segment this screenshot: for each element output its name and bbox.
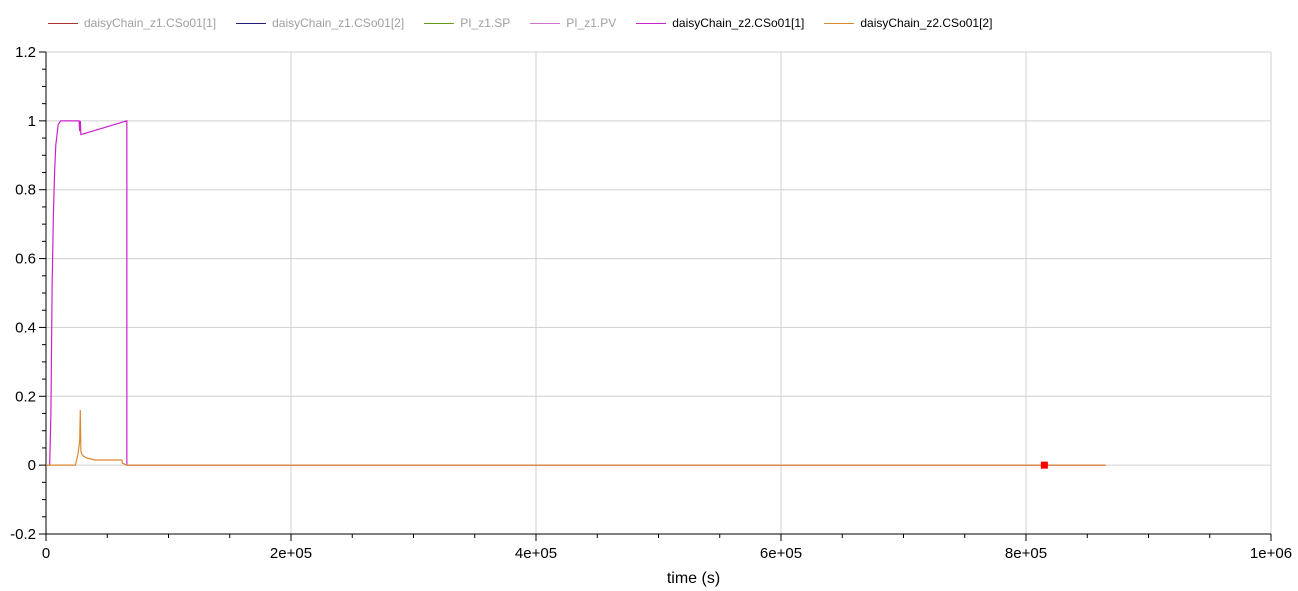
- legend-item-2[interactable]: PI_z1.SP: [424, 14, 510, 32]
- legend-item-5[interactable]: daisyChain_z2.CSo01[2]: [824, 14, 992, 32]
- y-tick-label: 0.4: [15, 319, 36, 336]
- x-tick-label: 1e+06: [1250, 545, 1292, 562]
- legend-label: daisyChain_z1.CSo01[2]: [272, 16, 405, 30]
- data-marker[interactable]: [1040, 461, 1048, 469]
- series-line-5[interactable]: [46, 410, 1106, 466]
- y-tick-label: -0.2: [10, 526, 36, 543]
- legend-label: daisyChain_z2.CSo01[1]: [672, 16, 805, 30]
- y-tick-label: 1: [28, 113, 36, 130]
- legend: daisyChain_z1.CSo01[1] daisyChain_z1.CSo0…: [48, 14, 1012, 32]
- legend-swatch: [636, 22, 667, 24]
- legend-label: daisyChain_z2.CSo01[2]: [860, 16, 993, 30]
- x-tick-label: 6e+05: [760, 545, 802, 562]
- legend-item-1[interactable]: daisyChain_z1.CSo01[2]: [236, 14, 404, 32]
- legend-label: PI_z1.PV: [566, 16, 617, 30]
- legend-swatch: [530, 22, 561, 24]
- y-tick-label: 0.8: [15, 182, 36, 199]
- x-tick-label: 0: [42, 545, 50, 562]
- legend-item-0[interactable]: daisyChain_z1.CSo01[1]: [48, 14, 216, 32]
- legend-label: PI_z1.SP: [460, 16, 511, 30]
- legend-item-4[interactable]: daisyChain_z2.CSo01[1]: [636, 14, 804, 32]
- y-tick-label: 1.2: [15, 44, 36, 61]
- x-tick-label: 2e+05: [270, 545, 312, 562]
- series-line-4[interactable]: [46, 120, 1106, 466]
- legend-swatch: [48, 22, 78, 24]
- y-tick-label: 0.6: [15, 251, 36, 268]
- legend-swatch: [424, 22, 455, 24]
- x-tick-label: 8e+05: [1005, 545, 1047, 562]
- y-tick-label: 0.2: [15, 388, 36, 405]
- x-axis-title: time (s): [667, 570, 720, 587]
- legend-swatch: [824, 22, 855, 24]
- y-tick-label: 0: [28, 457, 36, 474]
- x-tick-label: 4e+05: [515, 545, 557, 562]
- legend-swatch: [236, 22, 267, 24]
- legend-item-3[interactable]: PI_z1.PV: [530, 14, 616, 32]
- legend-label: daisyChain_z1.CSo01[1]: [84, 16, 217, 30]
